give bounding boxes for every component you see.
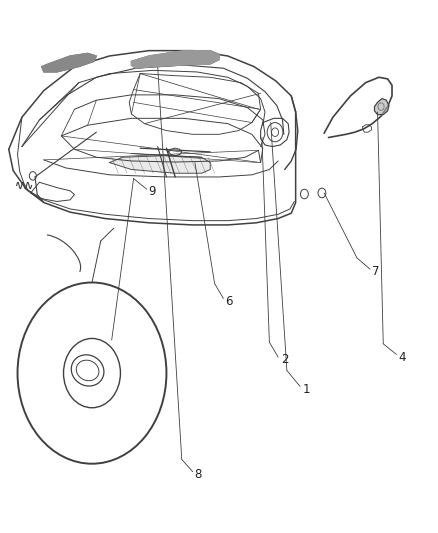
Text: 8: 8 (194, 468, 201, 481)
Polygon shape (374, 99, 389, 115)
Polygon shape (131, 51, 219, 68)
Text: 2: 2 (281, 353, 289, 366)
Text: 4: 4 (398, 351, 406, 364)
Text: 1: 1 (303, 383, 311, 395)
Polygon shape (42, 53, 96, 72)
Text: 9: 9 (148, 185, 156, 198)
Text: 6: 6 (225, 295, 233, 308)
Text: 7: 7 (372, 265, 380, 278)
Polygon shape (110, 156, 210, 173)
